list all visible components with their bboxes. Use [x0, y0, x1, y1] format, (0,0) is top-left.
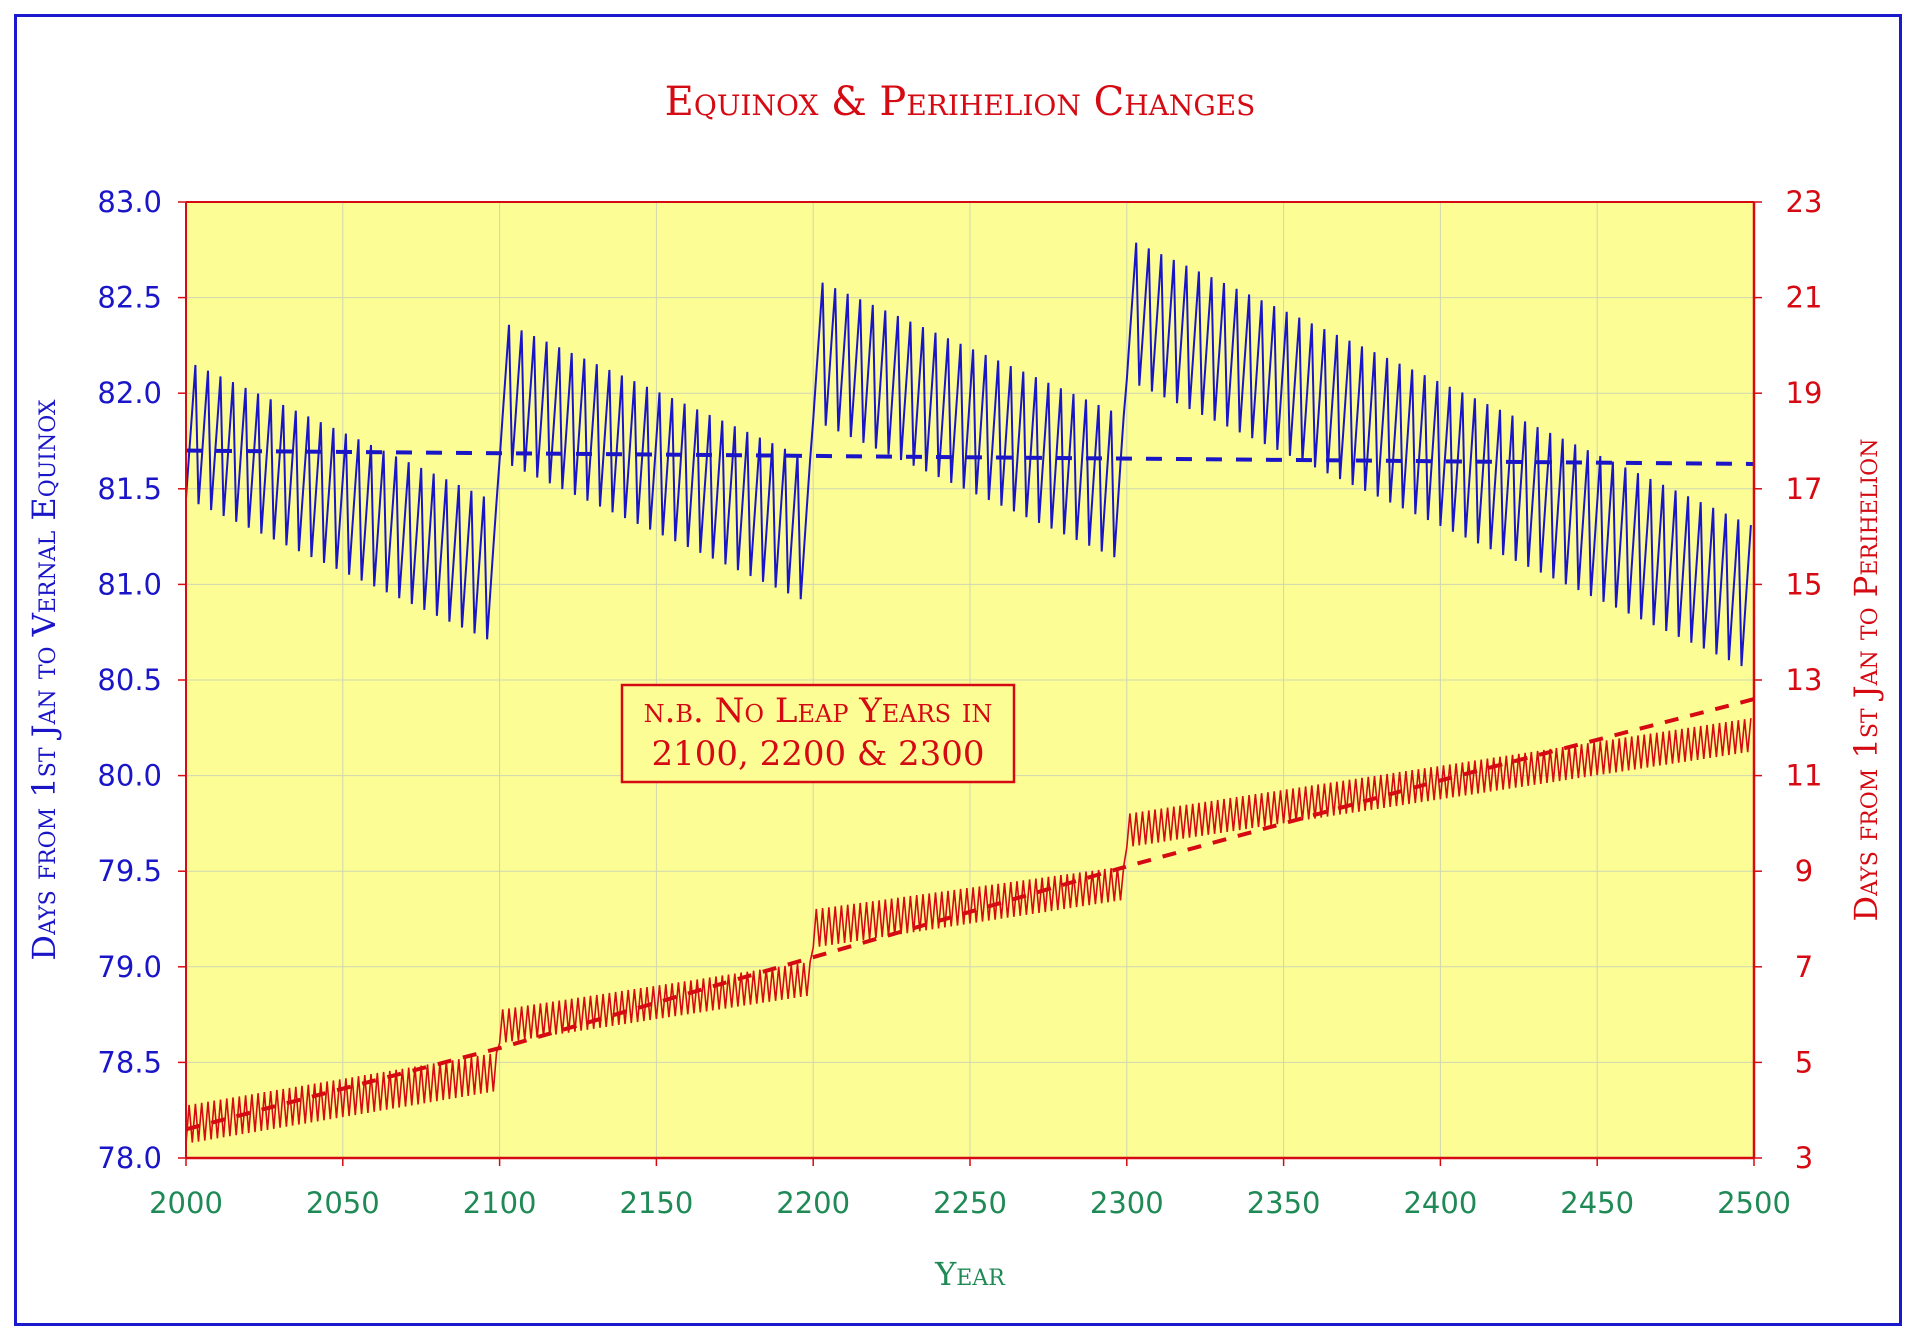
x-tick-label: 2450 — [1560, 1186, 1634, 1220]
x-ticks: 2000 2050 2100 2150 2200 2250 2300 2350 2400 2450… — [149, 1158, 1791, 1220]
y-tick-label-left: 80.5 — [97, 663, 162, 697]
annotation-box: n.b. No Leap Years in 2100, 2200 & 2300 — [620, 683, 1016, 784]
y-tick-label-left: 78.0 — [97, 1141, 162, 1175]
y-tick-label-left: 82.0 — [97, 376, 162, 410]
annotation-border — [620, 683, 1016, 784]
annotation-line-1: n.b. No Leap Years in — [644, 691, 993, 731]
equinox-line — [185, 242, 1752, 667]
x-tick-label: 2150 — [619, 1186, 693, 1220]
y-tick-label-right: 9 — [1795, 854, 1813, 888]
x-tick-label: 2500 — [1717, 1186, 1791, 1220]
y-ticks-right: 23 21 19 17 15 13 11 9 7 5 3 — [1754, 185, 1822, 1175]
y-tick-label-left: 81.5 — [97, 472, 162, 506]
y-tick-label-left: 78.5 — [97, 1045, 162, 1079]
y-tick-label-left: 81.0 — [97, 567, 162, 601]
y-tick-label-right: 21 — [1786, 281, 1823, 315]
y-tick-label-right: 19 — [1786, 376, 1823, 410]
x-tick-label: 2400 — [1403, 1186, 1477, 1220]
y-tick-label-right: 7 — [1795, 950, 1813, 984]
y-tick-label-left: 83.0 — [97, 185, 162, 219]
y-tick-label-right: 5 — [1795, 1045, 1813, 1079]
y-tick-label-left: 82.5 — [97, 281, 162, 315]
y-tick-label-right: 3 — [1795, 1141, 1813, 1175]
x-tick-label: 2000 — [149, 1186, 223, 1220]
y-tick-label-left: 80.0 — [97, 759, 162, 793]
y-tick-label-left: 79.5 — [97, 854, 162, 888]
perihelion-line — [185, 718, 1752, 1144]
equinox-trend-line — [185, 448, 1755, 466]
y-tick-label-right: 23 — [1786, 185, 1823, 219]
y-axis-label-left: Days from 1st Jan to Vernal Equinox — [25, 399, 63, 960]
y-tick-label-left: 79.0 — [97, 950, 162, 984]
annotation-line-2: 2100, 2200 & 2300 — [651, 734, 984, 774]
y-tick-label-right: 13 — [1786, 663, 1823, 697]
y-tick-label-right: 11 — [1786, 759, 1823, 793]
x-axis-label: Year — [934, 1255, 1006, 1293]
y-tick-label-right: 15 — [1786, 567, 1823, 601]
x-tick-label: 2100 — [463, 1186, 537, 1220]
x-tick-label: 2050 — [306, 1186, 380, 1220]
x-tick-label: 2350 — [1247, 1186, 1321, 1220]
y-axis-label-right: Days from 1st Jan to Perihelion — [1847, 439, 1885, 922]
x-tick-label: 2200 — [776, 1186, 850, 1220]
perihelion-trend-line — [185, 697, 1755, 1132]
grid — [186, 202, 1754, 1158]
x-tick-label: 2250 — [933, 1186, 1007, 1220]
chart-frame — [14, 14, 1902, 1326]
x-tick-label: 2300 — [1090, 1186, 1164, 1220]
chart-title: Equinox & Perihelion Changes — [665, 79, 1256, 125]
series-layer — [185, 242, 1755, 1144]
y-tick-label-right: 17 — [1786, 472, 1823, 506]
y-ticks-left: 83.0 82.5 82.0 81.5 81.0 80.5 80.0 79.5 79.0 78.5… — [97, 185, 186, 1175]
